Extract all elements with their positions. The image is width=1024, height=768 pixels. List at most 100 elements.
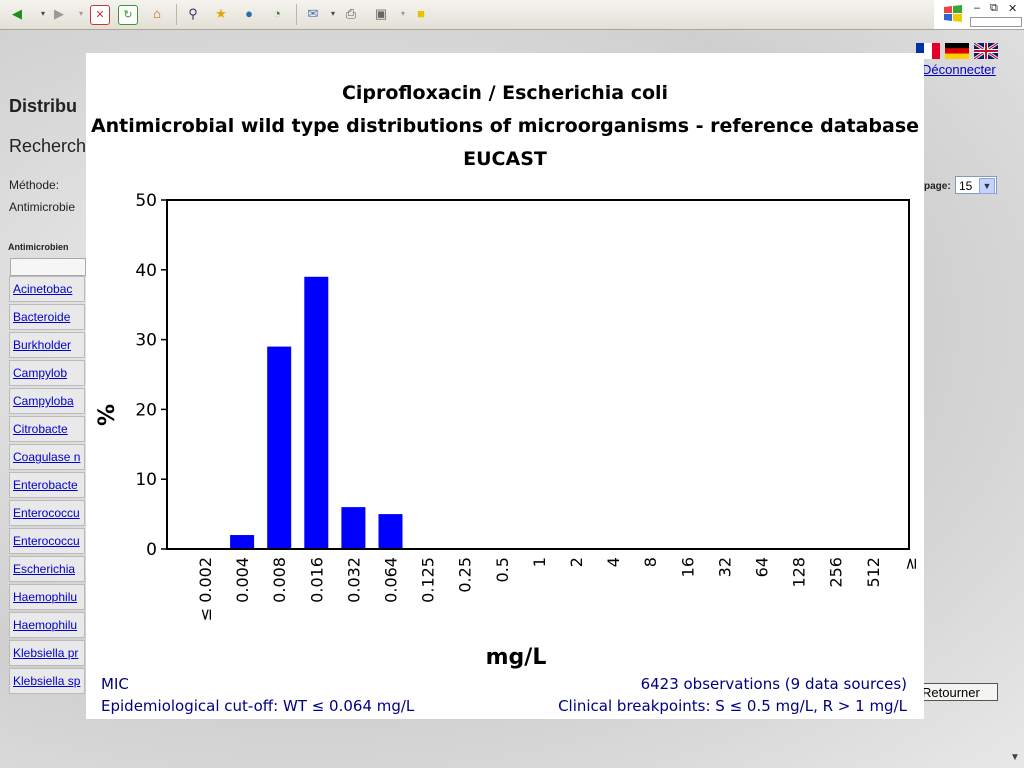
list-item-link[interactable]: Acinetobac — [13, 282, 73, 296]
x-tick-label: 128 — [790, 557, 809, 588]
mail-icon[interactable]: ✉ — [307, 6, 319, 21]
list-item-link[interactable]: Haemophilu — [13, 618, 78, 632]
favorites-star-icon[interactable]: ★ — [215, 6, 227, 21]
filter-input[interactable] — [10, 258, 86, 276]
x-tick-label: 2 — [567, 557, 586, 567]
list-item-link[interactable]: Enterobacte — [13, 478, 78, 492]
german-flag-icon[interactable] — [945, 43, 969, 59]
search-icon[interactable]: ⚲ — [188, 6, 198, 21]
chevron-down-icon[interactable]: ▼ — [979, 178, 995, 194]
x-tick-label: 0.004 — [233, 557, 252, 603]
list-item[interactable]: Citrobacte — [9, 416, 85, 442]
back-button[interactable]: Retourner — [918, 683, 998, 701]
close-icon[interactable]: ✕ — [1008, 3, 1018, 15]
x-tick-label: ≤ 0.002 — [196, 557, 215, 621]
per-page-label: page: — [924, 181, 951, 192]
back-arrow-icon[interactable]: ◀ — [12, 6, 22, 21]
edit-dropdown-icon[interactable]: ▾ — [400, 9, 405, 18]
list-item[interactable]: Enterococcu — [9, 500, 85, 526]
x-tick-label: 0.032 — [344, 557, 363, 603]
address-field[interactable] — [970, 17, 1022, 27]
list-item-link[interactable]: Campylob — [13, 366, 68, 380]
list-item-link[interactable]: Haemophilu — [13, 590, 78, 604]
list-item[interactable]: Escherichia — [9, 556, 85, 582]
page-title: Distribu — [9, 96, 78, 116]
x-tick-label: 256 — [827, 557, 846, 588]
list-item-link[interactable]: Citrobacte — [13, 422, 68, 436]
x-tick-label: 32 — [715, 557, 734, 577]
y-tick-label: 50 — [135, 191, 157, 211]
media-icon[interactable]: ● — [245, 6, 253, 21]
bar-0.016 — [304, 276, 329, 549]
list-item-link[interactable]: Campyloba — [13, 394, 74, 408]
antimicrobial-label: Antimicrobie — [9, 200, 76, 214]
back-dropdown-icon[interactable]: ▾ — [40, 9, 45, 18]
x-tick-label: 16 — [678, 557, 697, 577]
list-item-link[interactable]: Escherichia — [13, 562, 76, 576]
list-item-link[interactable]: Klebsiella pr — [13, 646, 79, 660]
x-tick-label: 0.5 — [493, 557, 512, 582]
uk-flag-icon[interactable] — [974, 43, 998, 59]
list-item[interactable]: Haemophilu — [9, 584, 85, 610]
list-item[interactable]: Bacteroide — [9, 304, 85, 330]
history-icon[interactable]: ◔ — [273, 6, 281, 21]
y-axis-label: % — [95, 404, 120, 426]
list-item[interactable]: Coagulase n — [9, 444, 85, 470]
y-tick-label: 0 — [146, 540, 157, 560]
y-tick-label: 20 — [135, 400, 157, 420]
per-page-value: 15 — [959, 179, 973, 193]
list-item-link[interactable]: Coagulase n — [13, 450, 81, 464]
x-tick-label: 0.008 — [270, 557, 289, 603]
discuss-icon[interactable]: ■ — [417, 6, 425, 21]
edit-icon[interactable]: ▣ — [374, 6, 388, 21]
x-tick-label: 512 — [864, 557, 883, 588]
x-tick-label: ≥ — [901, 557, 920, 570]
forward-arrow-icon[interactable]: ▶ — [54, 6, 64, 21]
list-item[interactable]: Haemophilu — [9, 612, 85, 638]
y-tick-label: 10 — [135, 470, 157, 490]
mic-distribution-chart: Ciprofloxacin / Escherichia coli Antimic… — [91, 82, 920, 715]
list-item[interactable]: Burkholder — [9, 332, 85, 358]
chart-title: Ciprofloxacin / Escherichia coli — [342, 82, 668, 104]
list-item[interactable]: Klebsiella pr — [9, 640, 85, 666]
y-tick-label: 30 — [135, 331, 157, 351]
list-item[interactable]: Klebsiella sp — [9, 668, 85, 694]
browser-toolbar: ◀ ▾ ▶ ▾ ✕ ↻ ⌂ ⚲ ★ ● ◔ ✉ ▾ ⎙ ▣ ▾ ■ — [0, 0, 934, 30]
stop-icon[interactable]: ✕ — [90, 5, 110, 25]
organism-list: Acinetobac Bacteroide Burkholder Campylob Ca… — [9, 276, 85, 696]
bar-0.032 — [341, 507, 366, 549]
footer-method: MIC — [101, 675, 129, 693]
list-item-link[interactable]: Burkholder — [13, 338, 72, 352]
home-icon[interactable]: ⌂ — [153, 6, 161, 21]
x-axis-label: mg/L — [486, 645, 547, 670]
x-tick-label: 0.25 — [456, 557, 475, 593]
per-page-select[interactable]: 15 ▼ — [955, 176, 997, 194]
french-flag-icon[interactable] — [916, 43, 940, 59]
list-item[interactable]: Campyloba — [9, 388, 85, 414]
list-item-link[interactable]: Bacteroide — [13, 310, 71, 324]
list-item[interactable]: Enterococcu — [9, 528, 85, 554]
minimize-icon[interactable]: – — [974, 2, 981, 14]
print-icon[interactable]: ⎙ — [345, 6, 357, 21]
forward-dropdown-icon[interactable]: ▾ — [78, 9, 83, 18]
chart-subtitle: Antimicrobial wild type distributions of… — [91, 115, 919, 137]
x-tick-label: 64 — [753, 557, 772, 577]
x-tick-label: 0.016 — [307, 557, 326, 603]
list-item[interactable]: Campylob — [9, 360, 85, 386]
footer-ecoff: Epidemiological cut-off: WT ≤ 0.064 mg/L — [101, 697, 415, 715]
list-item-link[interactable]: Klebsiella sp — [13, 674, 81, 688]
page-subtitle: Recherch — [9, 136, 87, 156]
list-item-link[interactable]: Enterococcu — [13, 506, 80, 520]
list-item[interactable]: Enterobacte — [9, 472, 85, 498]
logout-link[interactable]: Déconnecter — [922, 62, 996, 77]
restore-icon[interactable]: ⧉ — [990, 2, 998, 14]
mail-dropdown-icon[interactable]: ▾ — [330, 9, 335, 18]
table-column-header: Antimicrobien — [8, 242, 69, 252]
x-tick-label: 8 — [641, 557, 660, 567]
window-controls: – ⧉ ✕ — [934, 0, 1024, 30]
list-item-link[interactable]: Enterococcu — [13, 534, 80, 548]
scroll-down-icon[interactable]: ▼ — [1010, 752, 1020, 763]
refresh-icon[interactable]: ↻ — [118, 5, 138, 25]
chart-popup: Ciprofloxacin / Escherichia coli Antimic… — [86, 53, 924, 719]
list-item[interactable]: Acinetobac — [9, 276, 85, 302]
